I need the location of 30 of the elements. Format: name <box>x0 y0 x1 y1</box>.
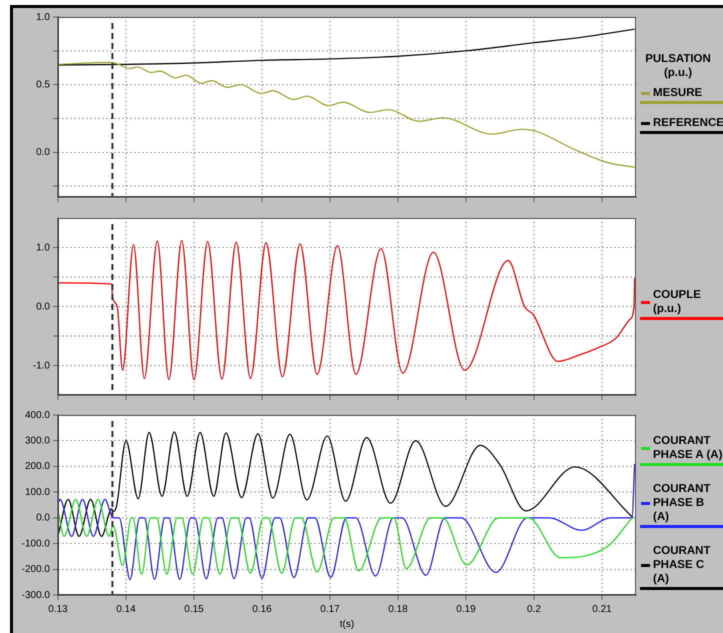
x-tick-label: 0.21 <box>592 604 612 615</box>
y-tick-label: 100.0 <box>24 486 50 498</box>
x-tick-label: 0.2 <box>527 604 542 615</box>
y-tick-label: 300.0 <box>24 435 50 446</box>
legend-label: COURANT PHASE B (A) <box>653 482 712 524</box>
y-tick-label: -100.0 <box>22 538 50 550</box>
y-tick-label: -200.0 <box>22 564 50 576</box>
legend-label: COURANT PHASE A (A) <box>653 434 723 462</box>
y-tick-label: 400.0 <box>24 410 50 421</box>
legend-label: COUPLE (p.u.) <box>653 288 702 316</box>
y-tick-label: -1.0 <box>32 360 50 372</box>
x-tick-label: 0.16 <box>252 604 272 615</box>
legend-title: PULSATION (p.u.) <box>644 52 712 80</box>
x-tick-label: 0.14 <box>116 604 136 615</box>
y-tick-label: -300.0 <box>22 590 50 601</box>
y-tick-label: 0.0 <box>36 147 50 158</box>
legend-label: MESURE <box>653 86 702 100</box>
x-tick-label: 0.18 <box>388 604 408 615</box>
x-tick-label: 0.15 <box>184 604 204 615</box>
x-tick-label: 0.19 <box>456 604 476 615</box>
y-tick-label: 200.0 <box>24 461 50 472</box>
y-tick-label: 0.5 <box>36 79 50 90</box>
legend-label: COURANT PHASE C (A) <box>653 544 712 586</box>
y-tick-label: 0.0 <box>36 512 50 524</box>
x-tick-label: 0.17 <box>320 604 340 615</box>
y-tick-label: 0.0 <box>36 301 50 312</box>
x-tick-label: 0.13 <box>48 604 68 615</box>
y-tick-label: 1.0 <box>36 242 50 254</box>
x-axis-title: t(s) <box>340 618 354 630</box>
y-tick-label: 1.0 <box>36 12 50 23</box>
